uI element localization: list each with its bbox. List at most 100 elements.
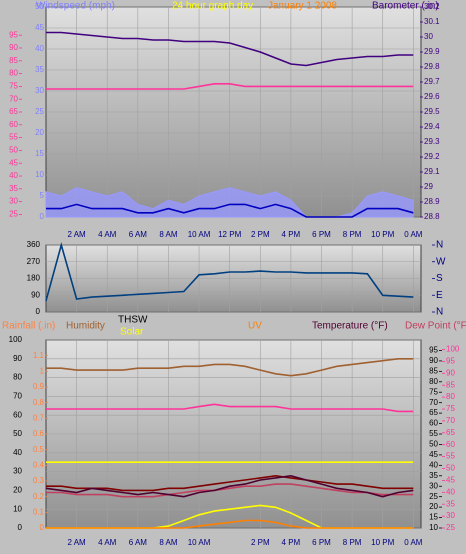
y-tick-label: 28.9 <box>424 197 440 206</box>
y-tick-label: 20 <box>13 486 22 495</box>
y-tick-label: 0 <box>40 523 45 532</box>
y-tick-label: S <box>436 273 443 284</box>
y-tick-label: 40 <box>35 44 44 53</box>
y-tick-label: 85 <box>429 366 438 375</box>
y-tick-label: 25 <box>429 492 438 501</box>
y-tick-label: 0.3 <box>33 476 45 485</box>
y-tick-label: 70 <box>446 416 455 425</box>
y-tick-label: 50 <box>429 440 438 449</box>
y-tick-label: 50 <box>9 146 18 155</box>
y-tick-label: 90 <box>446 368 455 377</box>
y-tick-label: 30 <box>9 197 18 206</box>
y-tick-label: N <box>436 240 443 251</box>
y-tick-label: 95 <box>446 357 455 366</box>
y-tick-label: 40 <box>9 171 18 180</box>
y-tick-label: 25 <box>35 107 44 116</box>
x-tick-label: 2 PM <box>251 538 270 547</box>
y-tick-label: 90 <box>429 356 438 365</box>
y-tick-label: 55 <box>429 429 438 438</box>
x-tick-label: 0 AM <box>404 538 423 547</box>
y-tick-label: 0.7 <box>33 413 45 422</box>
legend-entry: THSW <box>118 315 148 326</box>
x-tick-label: 8 PM <box>343 538 362 547</box>
x-tick-label: 2 AM <box>67 230 86 239</box>
series-line <box>46 83 414 90</box>
y-tick-label: 35 <box>35 65 44 74</box>
series-area <box>45 187 414 218</box>
y-tick-label: 30.2 <box>424 2 440 11</box>
y-tick-label: 75 <box>9 81 18 90</box>
y-tick-label: 30 <box>35 86 44 95</box>
series-line <box>46 519 414 529</box>
x-tick-label: 8 AM <box>159 538 178 547</box>
y-tick-label: 45 <box>429 450 438 459</box>
x-tick-label: 4 PM <box>282 538 301 547</box>
y-tick-label: 40 <box>429 460 438 469</box>
y-tick-label: 25 <box>9 210 18 219</box>
y-tick-label: 70 <box>429 398 438 407</box>
y-tick-label: 30 <box>446 511 455 520</box>
y-tick-label: 65 <box>429 408 438 417</box>
y-tick-label: 0.4 <box>33 460 45 469</box>
y-tick-label: 29.7 <box>424 77 440 86</box>
y-tick-label: 45 <box>446 476 455 485</box>
y-tick-label: 40 <box>13 448 22 457</box>
x-tick-label: 6 AM <box>129 538 148 547</box>
y-tick-label: 360 <box>27 240 41 249</box>
series-line <box>46 203 414 218</box>
x-tick-label: 12 PM <box>218 230 241 239</box>
y-tick-label: 1.1 <box>33 351 45 360</box>
y-tick-label: 65 <box>446 428 455 437</box>
y-tick-label: 0 <box>18 523 23 532</box>
y-tick-label: 29.5 <box>424 107 440 116</box>
y-tick-label: 270 <box>27 257 41 266</box>
y-tick-label: 20 <box>429 502 438 511</box>
legend-entry: Dew Point (°F) <box>405 321 466 332</box>
x-tick-label: 6 PM <box>312 538 331 547</box>
axis-label: Windspeed (mph) <box>36 1 115 12</box>
y-tick-label: 1 <box>40 366 45 375</box>
series-line <box>46 403 414 413</box>
chart-subtitle: January 1 2008 <box>268 1 337 12</box>
y-tick-label: 29.2 <box>424 152 440 161</box>
y-tick-label: 29.9 <box>424 47 440 56</box>
y-tick-label: 100 <box>446 345 460 354</box>
y-tick-label: N <box>436 307 443 318</box>
y-tick-label: 0.2 <box>33 492 45 501</box>
y-tick-label: 75 <box>429 387 438 396</box>
y-tick-label: 75 <box>446 404 455 413</box>
y-tick-label: 25 <box>446 523 455 532</box>
y-tick-label: 40 <box>446 487 455 496</box>
y-tick-label: 0.9 <box>33 382 45 391</box>
y-tick-label: 70 <box>9 94 18 103</box>
y-tick-label: 0.5 <box>33 445 45 454</box>
y-tick-label: 100 <box>9 335 23 344</box>
y-tick-label: 0 <box>36 307 41 316</box>
series-line <box>45 474 414 498</box>
y-tick-label: 65 <box>9 107 18 116</box>
legend-entry: Solar <box>120 327 144 338</box>
y-tick-label: 5 <box>40 191 45 200</box>
y-tick-label: 45 <box>9 158 18 167</box>
y-tick-label: 30.1 <box>424 17 440 26</box>
y-tick-label: 0.6 <box>33 429 45 438</box>
x-tick-label: 6 PM <box>312 230 331 239</box>
y-tick-label: 30 <box>429 481 438 490</box>
y-tick-label: 55 <box>9 133 18 142</box>
x-tick-label: 4 AM <box>98 538 117 547</box>
y-tick-label: 29.6 <box>424 92 440 101</box>
y-tick-label: 85 <box>446 380 455 389</box>
y-tick-label: 60 <box>9 120 18 129</box>
y-tick-label: 10 <box>13 504 22 513</box>
y-tick-label: 0.8 <box>33 398 45 407</box>
y-tick-label: 30 <box>424 32 433 41</box>
x-tick-label: 4 AM <box>98 230 117 239</box>
y-tick-label: E <box>436 290 443 301</box>
legend-entry: Humidity <box>66 321 105 332</box>
y-tick-label: 60 <box>429 419 438 428</box>
series-line <box>45 242 414 302</box>
y-tick-label: 45 <box>35 23 44 32</box>
y-tick-label: 85 <box>9 56 18 65</box>
y-tick-label: 35 <box>446 499 455 508</box>
